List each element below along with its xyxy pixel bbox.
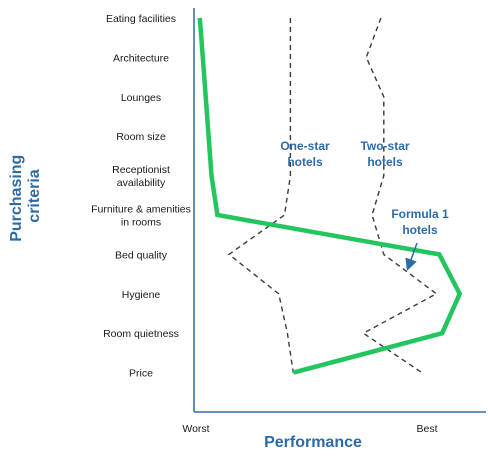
x-axis-title: Performance [264,434,362,451]
category-label-line: Lounges [121,92,161,104]
category-label-bed-quality: Bed quality [115,249,168,261]
category-label-line: Architecture [113,52,169,64]
series-label-line: Two-star [360,139,409,153]
series-label-line: hotels [402,223,438,237]
series-label-line: Formula 1 [391,207,449,221]
category-label-room-quietness: Room quietness [103,328,179,340]
series-line-two-star-hotels [362,17,438,374]
series-line-one-star-hotels [227,18,294,373]
series-line-formula-1-hotels [197,17,463,375]
category-label-line: in rooms [121,217,161,229]
series-lines [197,17,463,375]
category-label-line: Receptionist [112,164,170,176]
category-label-line: Room size [116,131,166,143]
y-axis-title-line-1: Purchasing [8,155,25,242]
x-axis-low-label: Worst [182,423,209,435]
category-label-line: Furniture & amenities [91,204,191,216]
series-label-formula-1-hotels: Formula 1 hotels [391,207,449,237]
series-labels: One-star hotels Two-star hotels Formula 1 hot… [280,139,449,237]
category-label-room-size: Room size [116,131,166,143]
category-label-line: Hygiene [122,289,161,301]
series-label-one-star-hotels: One-star hotels [280,139,330,169]
category-labels: Eating facilities Architecture Lounges Room… [91,13,191,380]
category-label-hygiene: Hygiene [122,289,161,301]
series-label-line: hotels [367,155,403,169]
category-label-line: Bed quality [115,249,168,261]
category-label-price: Price [129,368,153,380]
x-axis-high-label: Best [416,423,437,435]
category-label-receptionist-availability: Receptionist availability [112,164,170,189]
category-label-line: Room quietness [103,328,179,340]
category-label-furniture-amenities-in-rooms: Furniture & amenities in rooms [91,204,191,229]
formula1-annotation-arrow [405,242,418,271]
series-label-two-star-hotels: Two-star hotels [360,139,409,169]
y-axis-title: Purchasing criteria [8,150,43,242]
category-label-architecture: Architecture [113,52,169,64]
category-label-line: Eating facilities [106,13,176,25]
category-label-line: Price [129,368,153,380]
series-label-line: hotels [287,155,323,169]
y-axis-title-line-2: criteria [26,169,43,222]
series-label-line: One-star [280,139,330,153]
category-label-line: availability [117,177,166,189]
category-label-eating-facilities: Eating facilities [106,13,176,25]
category-label-lounges: Lounges [121,92,161,104]
